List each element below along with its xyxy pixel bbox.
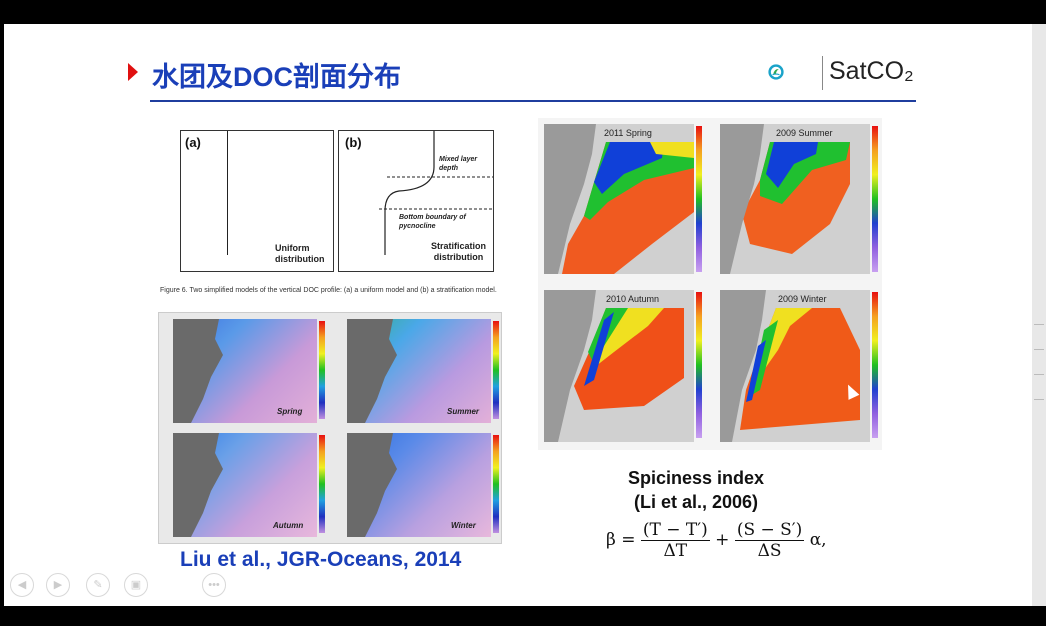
pycnocline-label: Bottom boundary of pycnocline (399, 214, 466, 230)
season-label-winter: Winter (451, 521, 476, 530)
spiciness-title-summer: 2009 Summer (776, 128, 833, 138)
formula-num-t: (T − T′) (640, 520, 710, 541)
prev-icon[interactable]: ◀ (10, 573, 34, 597)
spiciness-title-winter: 2009 Winter (778, 294, 827, 304)
formula-fraction-s: (S − S′) ΔS (734, 520, 805, 561)
window-bottom-bar (0, 606, 1046, 626)
season-label-autumn: Autumn (273, 521, 304, 530)
doc-seasonal-maps: Spring Summer Autumn Winter (158, 312, 502, 544)
logo-separator (822, 56, 823, 90)
doc-map-autumn: Autumn (173, 433, 317, 537)
citation-text: Liu et al., JGR-Oceans, 2014 (180, 548, 462, 571)
colorbar-winter (493, 435, 499, 533)
formula-plus: + (715, 530, 730, 550)
slide-scrollbar[interactable] (1032, 24, 1046, 606)
uniform-profile-line (227, 131, 228, 255)
formula-tail: α, (809, 530, 827, 550)
profile-panel-a: (a) Uniform distribution (180, 130, 334, 272)
formula-lhs: β = (606, 530, 636, 550)
panel-a-label: (a) (185, 135, 201, 150)
window-top-bar (0, 0, 1046, 24)
slide-title: 水团及DOC剖面分布 (152, 62, 401, 92)
pen-icon[interactable]: ✎ (86, 573, 110, 597)
colorbar-autumn (319, 435, 325, 533)
mixed-layer-label: Mixed layer depth (439, 156, 478, 172)
satco2-logo-icon (768, 64, 784, 80)
formula-den-s: ΔS (757, 541, 782, 561)
spiciness-formula: β = (T − T′) ΔT + (S − S′) ΔS α, (606, 520, 827, 561)
title-arrow-icon (128, 63, 138, 81)
spiciness-title-autumn: 2010 Autumn (606, 294, 660, 304)
formula-num-s: (S − S′) (734, 520, 805, 541)
formula-fraction-t: (T − T′) ΔT (640, 520, 710, 561)
slides-icon[interactable]: ▣ (124, 573, 148, 597)
doc-map-winter: Winter (347, 433, 491, 537)
stratification-distribution-label: Stratification distribution (431, 241, 487, 262)
figure-caption: Figure 6. Two simplified models of the v… (160, 287, 497, 294)
formula-den-t: ΔT (663, 541, 688, 561)
spiciness-map-winter: 2009 Winter (720, 290, 870, 442)
spiciness-title-spring: 2011 Spring (604, 128, 652, 138)
spiciness-reference: (Li et al., 2006) (633, 492, 759, 512)
spiciness-maps: 2011 Spring 2009 Summer 2010 Autumn (538, 118, 882, 450)
logo-text: SatCO₂ (829, 57, 914, 85)
colorbar-summer (493, 321, 499, 419)
spiciness-map-autumn: 2010 Autumn (544, 290, 694, 442)
panel-b-label: (b) (345, 135, 362, 150)
title-divider (150, 100, 916, 102)
profile-panel-b: (b) Mixed layer depth Bottom boundary of… (338, 130, 494, 272)
uniform-distribution-label: Uniform distribution (275, 243, 325, 264)
doc-map-spring: Spring (173, 319, 317, 423)
spiciness-title: Spiciness index (627, 468, 765, 488)
spiciness-colorbar-autumn (696, 292, 702, 438)
stratification-profile-line (379, 131, 493, 255)
spiciness-colorbar-winter (872, 292, 878, 438)
more-icon[interactable]: ••• (202, 573, 226, 597)
season-label-spring: Spring (277, 407, 303, 416)
next-icon[interactable]: ▶ (46, 573, 70, 597)
spiciness-colorbar-spring (696, 126, 702, 272)
spiciness-heading: Spiciness index (Li et al., 2006) (606, 466, 786, 514)
spiciness-map-summer: 2009 Summer (720, 124, 870, 274)
spiciness-map-spring: 2011 Spring (544, 124, 694, 274)
spiciness-colorbar-summer (872, 126, 878, 272)
season-label-summer: Summer (447, 407, 480, 416)
doc-map-summer: Summer (347, 319, 491, 423)
colorbar-spring (319, 321, 325, 419)
